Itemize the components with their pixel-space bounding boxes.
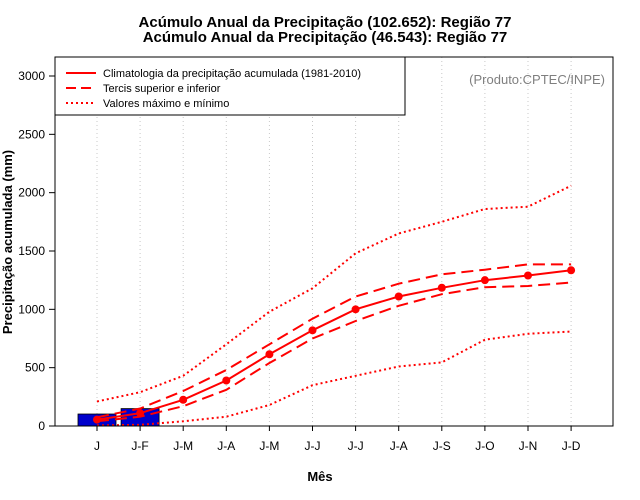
data-point bbox=[136, 409, 145, 418]
data-point bbox=[265, 350, 274, 359]
x-tick-label: J-M bbox=[173, 439, 193, 453]
data-point bbox=[222, 376, 231, 385]
data-point bbox=[308, 326, 317, 335]
data-point bbox=[480, 276, 489, 285]
y-tick-label: 500 bbox=[25, 361, 45, 375]
series-line bbox=[96, 263, 572, 419]
x-tick-label: J-F bbox=[131, 439, 148, 453]
legend: Climatologia da precipitação acumulada (… bbox=[54, 56, 406, 116]
chart-title-line2: Acúmulo Anual da Precipitação (46.543): … bbox=[143, 29, 508, 46]
y-tick-label: 2000 bbox=[18, 186, 45, 200]
series-line bbox=[96, 269, 572, 421]
x-tick-label: J-D bbox=[562, 439, 581, 453]
x-tick-label: J-A bbox=[217, 439, 235, 453]
series-lines bbox=[93, 184, 576, 427]
series-line bbox=[96, 184, 572, 403]
chart-title-line1: Acúmulo Anual da Precipitação (102.652):… bbox=[139, 14, 512, 31]
data-point bbox=[179, 395, 188, 404]
grid bbox=[96, 57, 572, 426]
x-axis: J J-F J-M J-A J-M J-J J-J J-A J-S J-O J-N J-D bbox=[94, 426, 581, 453]
x-tick-label: J-J bbox=[348, 439, 364, 453]
x-axis-label: Mês bbox=[307, 469, 332, 484]
y-tick-label: 1000 bbox=[18, 302, 45, 316]
legend-label-tercis: Tercis superior e inferior bbox=[103, 83, 221, 95]
legend-label-extremes: Valores máximo e mínimo bbox=[103, 98, 229, 110]
source-annotation: (Produto:CPTEC/INPE) bbox=[469, 72, 605, 87]
x-tick-label: J-S bbox=[433, 439, 451, 453]
y-tick-label: 0 bbox=[38, 419, 45, 433]
legend-box bbox=[54, 56, 406, 116]
series-line bbox=[96, 330, 572, 427]
y-tick-label: 1500 bbox=[18, 244, 45, 258]
data-point bbox=[567, 266, 576, 275]
y-tick-label: 3000 bbox=[18, 69, 45, 83]
x-tick-label: J-A bbox=[390, 439, 408, 453]
data-point bbox=[437, 283, 446, 292]
x-tick-label: J-N bbox=[519, 439, 538, 453]
x-tick-label: J-M bbox=[259, 439, 279, 453]
data-point bbox=[351, 305, 360, 314]
y-tick-label: 2500 bbox=[18, 127, 45, 141]
legend-label-climatology: Climatologia da precipitação acumulada (… bbox=[103, 68, 361, 80]
y-axis-label: Precipitação acumulada (mm) bbox=[0, 150, 15, 334]
x-tick-label: J-J bbox=[305, 439, 321, 453]
data-point bbox=[524, 271, 532, 280]
data-point bbox=[394, 292, 403, 301]
series-line bbox=[96, 281, 572, 423]
x-tick-label: J-O bbox=[475, 439, 494, 453]
y-axis: 0 500 1000 1500 2000 2500 3000 bbox=[18, 69, 56, 433]
x-tick-label: J bbox=[94, 439, 100, 453]
